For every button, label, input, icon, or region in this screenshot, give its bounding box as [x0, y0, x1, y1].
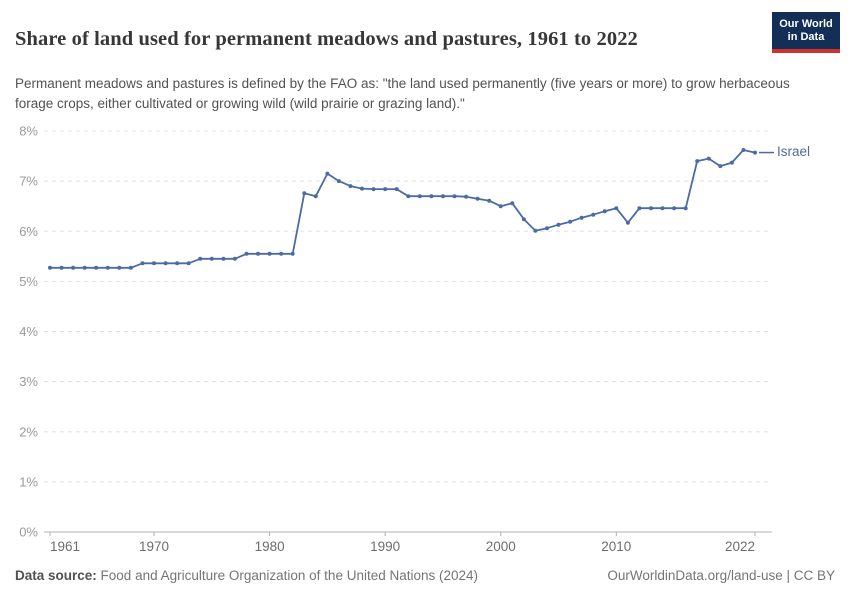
series-label-israel[interactable]: Israel	[777, 143, 811, 159]
data-point[interactable]	[152, 261, 156, 266]
y-tick-label: 7%	[19, 174, 38, 189]
y-tick-label: 0%	[19, 525, 38, 540]
data-point[interactable]	[556, 222, 561, 227]
data-point[interactable]	[140, 261, 145, 266]
x-tick-label: 2000	[486, 539, 516, 554]
data-point[interactable]	[602, 209, 607, 214]
data-source-label: Data source:	[15, 568, 97, 583]
data-point[interactable]	[59, 265, 64, 270]
data-point[interactable]	[336, 179, 341, 184]
data-point[interactable]	[683, 206, 688, 211]
data-point[interactable]	[649, 206, 653, 211]
data-point[interactable]	[579, 215, 584, 220]
data-source: Data source: Food and Agriculture Organi…	[15, 568, 478, 583]
data-point[interactable]	[94, 265, 99, 270]
data-point[interactable]	[290, 251, 295, 256]
data-point[interactable]	[244, 251, 249, 256]
data-point[interactable]	[614, 206, 619, 211]
y-tick-label: 4%	[19, 324, 38, 339]
data-point[interactable]	[256, 251, 260, 256]
data-point[interactable]	[371, 187, 376, 192]
data-point[interactable]	[221, 256, 226, 261]
data-point[interactable]	[429, 194, 434, 199]
y-tick-label: 1%	[19, 474, 38, 489]
data-point[interactable]	[741, 148, 746, 152]
data-point[interactable]	[325, 171, 330, 176]
x-tick-label: 2022	[725, 539, 755, 554]
data-point[interactable]	[729, 160, 734, 165]
data-point[interactable]	[360, 186, 364, 191]
data-point[interactable]	[383, 187, 388, 192]
data-point[interactable]	[105, 265, 110, 270]
data-point[interactable]	[498, 204, 503, 209]
owid-logo-line1: Our World	[779, 17, 833, 30]
data-point[interactable]	[71, 265, 76, 270]
data-point[interactable]	[232, 256, 237, 261]
data-point[interactable]	[591, 212, 596, 217]
data-point[interactable]	[625, 220, 630, 225]
x-tick-label: 1980	[255, 539, 285, 554]
data-point[interactable]	[209, 256, 214, 261]
data-point[interactable]	[706, 156, 711, 161]
x-tick-label: 1961	[50, 539, 80, 554]
y-tick-label: 6%	[19, 224, 38, 239]
data-point[interactable]	[695, 159, 700, 164]
x-tick-label: 1990	[370, 539, 400, 554]
data-point[interactable]	[394, 187, 399, 192]
data-point[interactable]	[348, 184, 353, 189]
data-point[interactable]	[441, 194, 445, 199]
data-point[interactable]	[753, 150, 757, 155]
data-point[interactable]	[279, 251, 284, 256]
data-point[interactable]	[175, 261, 180, 266]
owid-logo[interactable]: Our World in Data	[772, 12, 840, 53]
x-tick-label: 2010	[601, 539, 631, 554]
x-tick-label: 1970	[139, 539, 169, 554]
data-point[interactable]	[267, 251, 272, 256]
y-tick-label: 5%	[19, 274, 38, 289]
data-point[interactable]	[660, 206, 665, 211]
data-point[interactable]	[521, 217, 526, 222]
page-title: Share of land used for permanent meadows…	[15, 27, 638, 50]
y-tick-label: 8%	[19, 124, 38, 139]
data-point[interactable]	[48, 265, 52, 270]
data-point[interactable]	[568, 219, 573, 224]
data-point[interactable]	[198, 256, 203, 261]
data-point[interactable]	[417, 194, 422, 199]
y-tick-label: 2%	[19, 424, 38, 439]
data-point[interactable]	[637, 206, 642, 211]
data-source-text: Food and Agriculture Organization of the…	[100, 568, 479, 583]
owid-logo-line2: in Data	[787, 30, 825, 43]
data-point[interactable]	[452, 194, 457, 199]
data-point[interactable]	[487, 198, 492, 203]
data-point[interactable]	[475, 196, 480, 201]
data-point[interactable]	[313, 194, 318, 199]
data-point[interactable]	[82, 265, 87, 270]
chart-footer: Data source: Food and Agriculture Organi…	[15, 568, 835, 583]
chart-subtitle: Permanent meadows and pastures is define…	[15, 76, 790, 111]
data-point[interactable]	[464, 194, 469, 199]
data-point[interactable]	[672, 206, 677, 211]
data-point[interactable]	[186, 261, 191, 266]
data-point[interactable]	[302, 191, 307, 196]
data-point[interactable]	[718, 164, 723, 169]
y-tick-label: 3%	[19, 374, 38, 389]
license-link[interactable]: OurWorldinData.org/land-use | CC BY	[607, 568, 835, 583]
data-point[interactable]	[406, 194, 411, 199]
data-point[interactable]	[533, 228, 538, 233]
data-point[interactable]	[163, 261, 168, 266]
data-point[interactable]	[128, 265, 133, 270]
data-point[interactable]	[545, 226, 549, 231]
data-point[interactable]	[117, 265, 122, 270]
data-point[interactable]	[510, 201, 515, 206]
